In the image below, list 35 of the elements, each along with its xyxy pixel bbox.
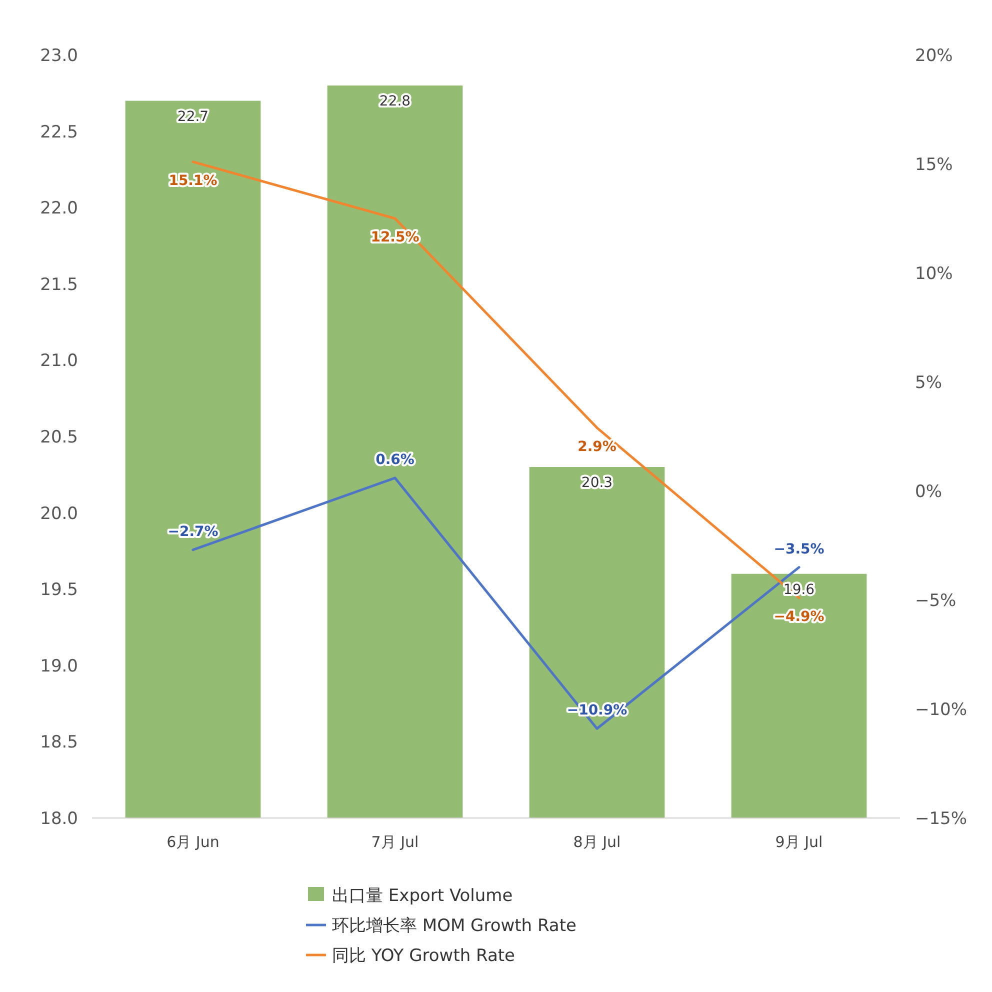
y-tick-label: 20.0	[40, 504, 78, 524]
data-label: 22.7	[177, 108, 209, 125]
data-label: −4.9%	[774, 608, 824, 625]
data-label: 22.8	[379, 94, 411, 110]
y-tick-label: 19.5	[40, 580, 78, 600]
data-label: −2.7%	[168, 524, 218, 540]
y2-tick-label: −10%	[915, 700, 968, 720]
y-tick-label: 23.0	[40, 46, 78, 66]
y-tick-label: 21.0	[40, 351, 78, 372]
y2-tick-label: −5%	[915, 591, 956, 611]
y2-tick-label: 15%	[915, 155, 953, 175]
data-label: −3.5%	[774, 541, 824, 558]
y2-tick-label: −15%	[915, 809, 968, 829]
y-tick-label: 22.0	[40, 198, 78, 219]
x-tick-label: 6月 Jun	[166, 833, 220, 851]
y-tick-label: 22.5	[40, 122, 78, 142]
x-tick-label: 8月 Jul	[573, 833, 621, 851]
legend-label: 出口量 Export Volume	[332, 886, 513, 906]
x-tick-label: 9月 Jul	[775, 833, 823, 851]
data-label: 20.3	[581, 475, 613, 492]
y-tick-label: 21.5	[40, 274, 78, 295]
y-tick-label: 20.5	[40, 428, 78, 448]
y2-tick-label: 10%	[915, 264, 953, 284]
y-tick-label: 18.0	[40, 809, 78, 829]
x-tick-label: 7月 Jul	[371, 833, 419, 851]
y2-tick-label: 5%	[915, 373, 942, 393]
y2-tick-label: 20%	[915, 46, 953, 66]
legend-label: 同比 YOY Growth Rate	[332, 946, 516, 966]
data-label: 0.6%	[376, 452, 414, 468]
y-tick-label: 18.5	[40, 732, 78, 753]
legend-label: 环比增长率 MOM Growth Rate	[332, 916, 576, 936]
y-tick-label: 19.0	[40, 656, 78, 676]
data-label: 2.9%	[578, 438, 616, 455]
data-label: 15.1%	[168, 172, 218, 189]
y2-tick-label: 0%	[915, 482, 942, 502]
